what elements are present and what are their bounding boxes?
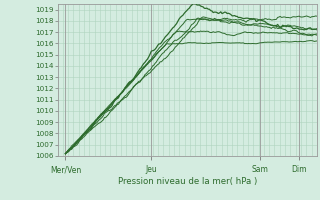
X-axis label: Pression niveau de la mer( hPa ): Pression niveau de la mer( hPa ) (117, 177, 257, 186)
